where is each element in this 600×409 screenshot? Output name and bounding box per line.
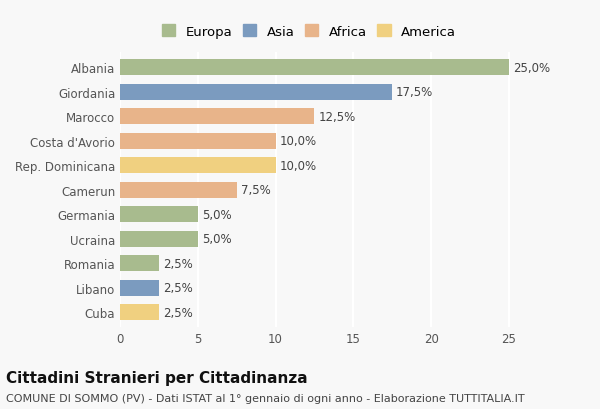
Bar <box>120 305 159 321</box>
Text: COMUNE DI SOMMO (PV) - Dati ISTAT al 1° gennaio di ogni anno - Elaborazione TUTT: COMUNE DI SOMMO (PV) - Dati ISTAT al 1° … <box>6 393 524 402</box>
Bar <box>120 158 275 174</box>
Text: 2,5%: 2,5% <box>163 257 193 270</box>
Text: 7,5%: 7,5% <box>241 184 271 197</box>
Text: 2,5%: 2,5% <box>163 306 193 319</box>
Text: 12,5%: 12,5% <box>319 110 356 123</box>
Text: 5,0%: 5,0% <box>202 208 231 221</box>
Text: 2,5%: 2,5% <box>163 281 193 294</box>
Text: 17,5%: 17,5% <box>396 86 433 99</box>
Legend: Europa, Asia, Africa, America: Europa, Asia, Africa, America <box>158 21 460 43</box>
Text: 5,0%: 5,0% <box>202 233 231 245</box>
Bar <box>120 231 198 247</box>
Bar <box>120 256 159 272</box>
Bar <box>120 280 159 296</box>
Bar <box>120 133 275 149</box>
Bar <box>120 182 236 198</box>
Text: Cittadini Stranieri per Cittadinanza: Cittadini Stranieri per Cittadinanza <box>6 370 308 385</box>
Bar <box>120 109 314 125</box>
Text: 10,0%: 10,0% <box>280 159 317 172</box>
Text: 25,0%: 25,0% <box>513 61 550 74</box>
Text: 10,0%: 10,0% <box>280 135 317 148</box>
Bar <box>120 60 509 76</box>
Bar <box>120 84 392 100</box>
Bar <box>120 207 198 222</box>
